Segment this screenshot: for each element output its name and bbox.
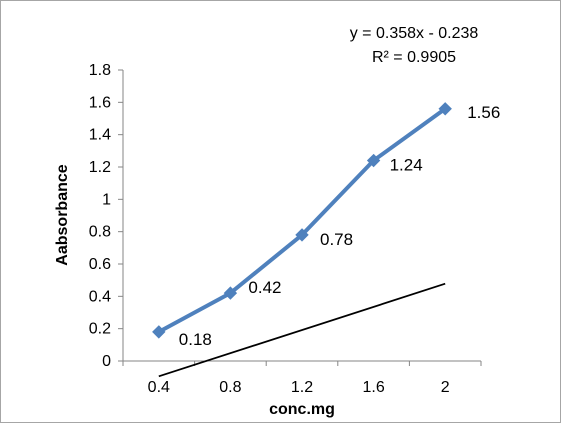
x-tick-label: 1.2: [291, 379, 313, 396]
data-label: 0.78: [320, 230, 353, 249]
data-label: 0.18: [179, 330, 212, 349]
x-tick-label: 2: [441, 379, 450, 396]
data-point-marker: [152, 325, 166, 339]
y-tick-label: 1.6: [89, 94, 111, 111]
x-tick-label: 0.4: [148, 379, 170, 396]
data-labels-group: 0.18 0.42 0.78 1.24 1.56: [179, 103, 500, 349]
x-axis-title: conc.mg: [269, 401, 335, 418]
y-tick-label: 0: [102, 353, 111, 370]
y-tick-label: 1: [102, 191, 111, 208]
trendline: [158, 282, 446, 378]
data-label: 1.56: [467, 103, 500, 122]
y-tick-label: 0.2: [89, 321, 111, 338]
trendline-equation: y = 0.358x - 0.238: [350, 25, 479, 42]
y-tick-label: 1.2: [89, 159, 111, 176]
y-tick-label: 0.8: [89, 224, 111, 241]
data-point-marker: [438, 102, 452, 116]
data-point-marker: [366, 153, 381, 168]
x-tick-label: 0.8: [219, 379, 241, 396]
trendline-r-squared: R² = 0.9905: [372, 49, 456, 66]
trendline-group: [158, 282, 446, 378]
x-tick-label: 1.6: [362, 379, 384, 396]
y-tick-label: 0.4: [89, 288, 111, 305]
series-group: [152, 102, 452, 339]
data-label: 0.42: [248, 278, 281, 297]
y-tick-label: 0.6: [89, 256, 111, 273]
data-label: 1.24: [390, 156, 423, 175]
data-point-marker: [295, 228, 309, 242]
chart-axes: [122, 70, 481, 362]
data-point-marker: [223, 286, 238, 300]
y-tick-label: 1.4: [89, 127, 111, 144]
y-axis-title: Aabsorbance: [54, 164, 71, 265]
y-tick-label: 1.8: [89, 62, 111, 79]
chart-ticks: 0 0.2 0.4 0.6 0.8 1 1.2 1.4 1.6 1.8 0.4 0.8 1.2 1.6 2: [89, 62, 482, 396]
